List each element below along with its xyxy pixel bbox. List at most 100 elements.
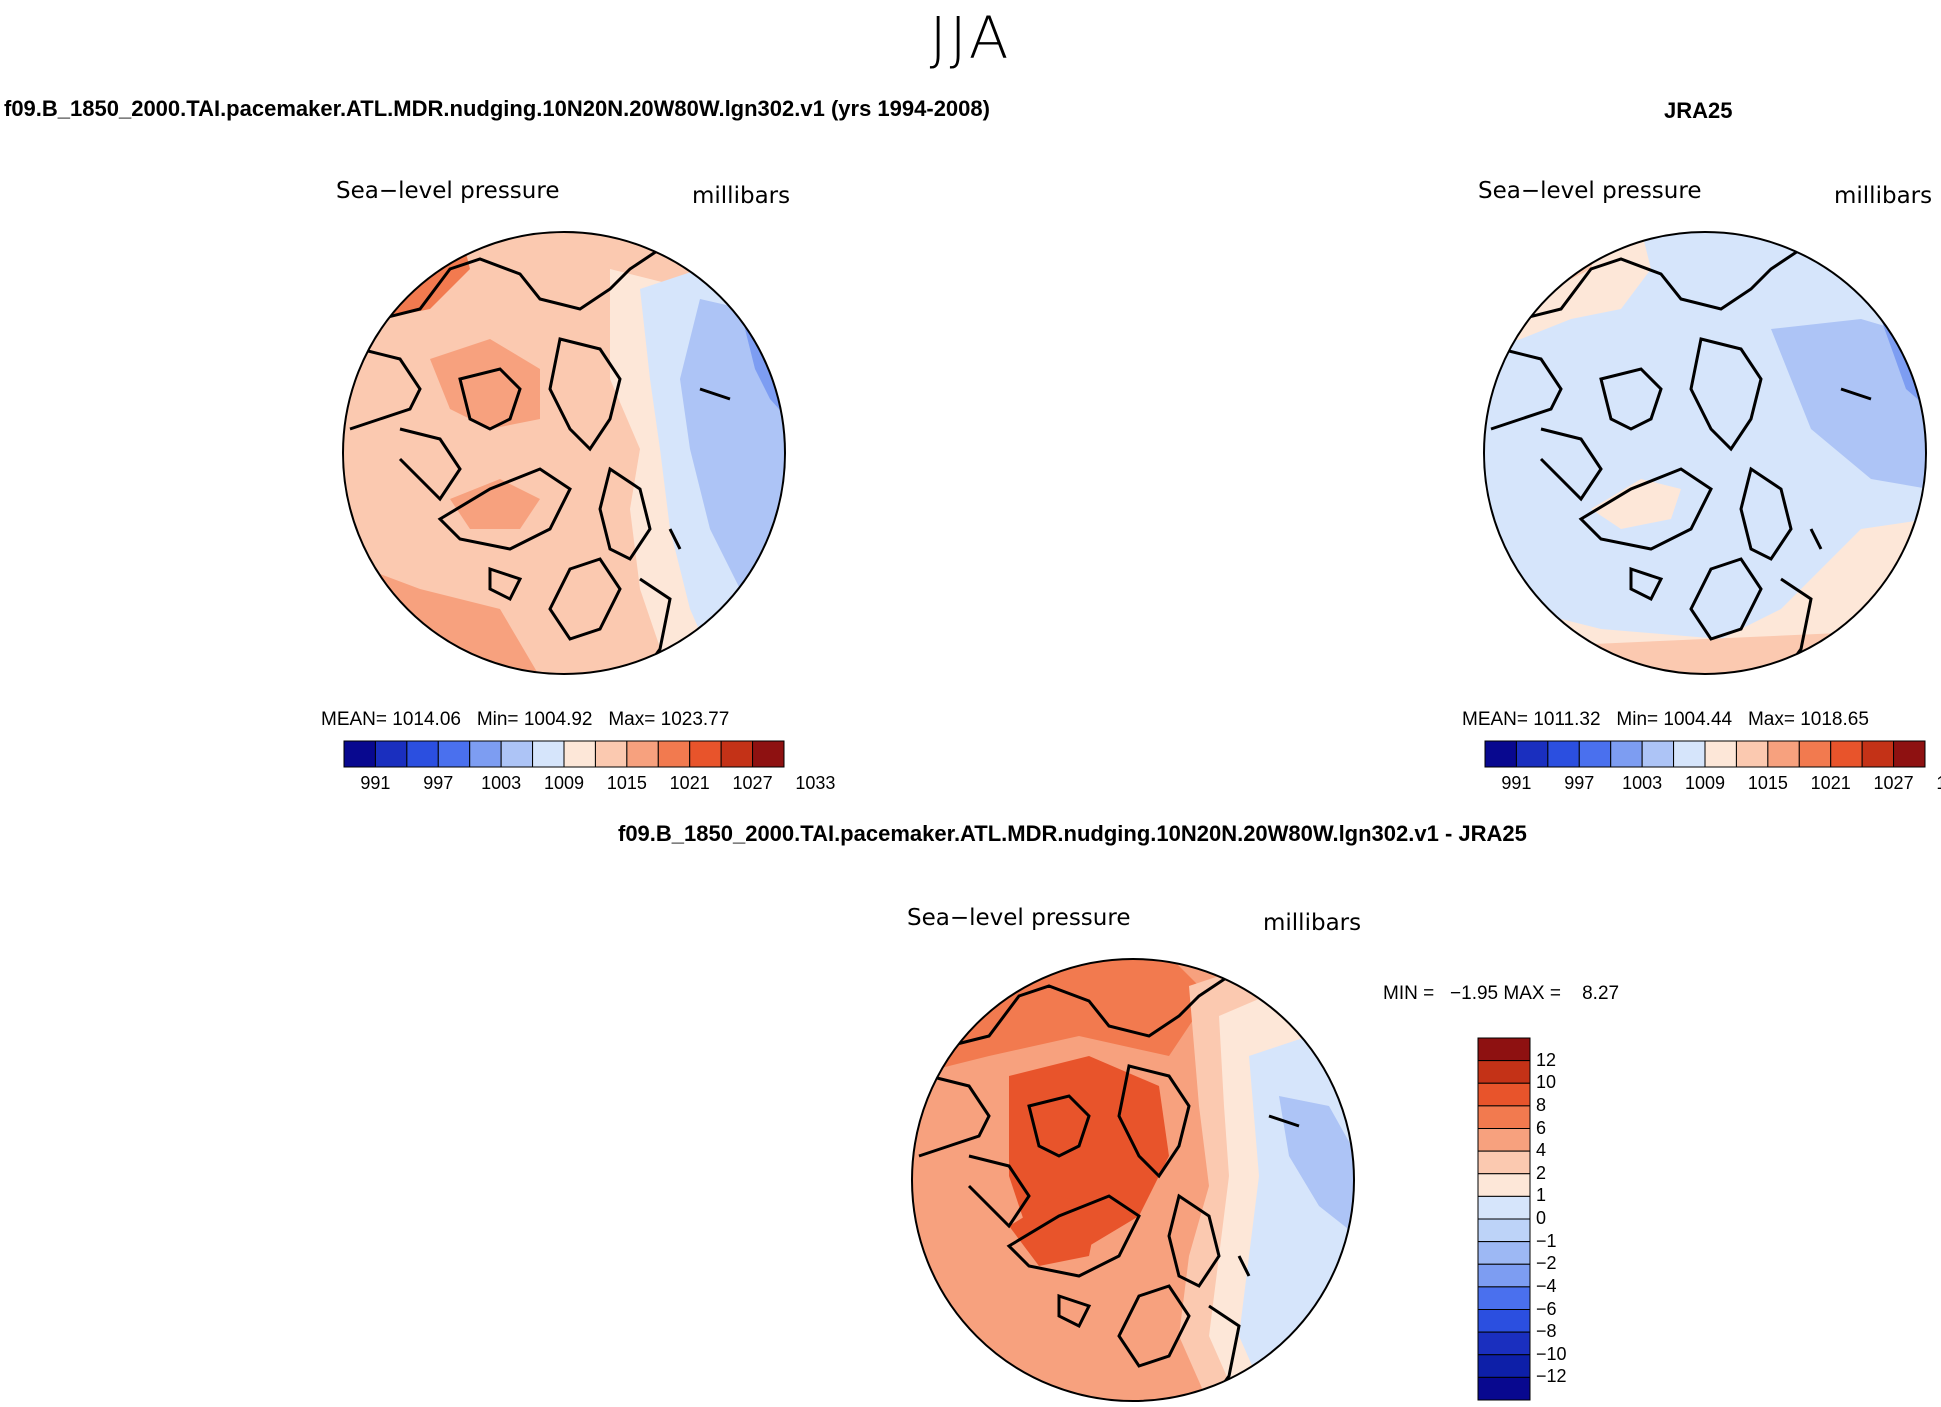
obs-polar-map — [1483, 231, 1927, 675]
model-colorbar-box — [563, 740, 596, 768]
obs-stats: MEAN= 1011.32 Min= 1004.44 Max= 1018.65 — [1462, 709, 1869, 731]
obs-colorbar-box — [1704, 740, 1737, 768]
diff-coastline — [918, 974, 1300, 1401]
diff-colorbar-box — [1477, 1286, 1531, 1310]
model-field-high-greenland — [450, 479, 540, 529]
model-colorbar-box — [406, 740, 439, 768]
model-colorbar-label: 1009 — [543, 773, 585, 793]
model-mean-value: 1014.06 — [392, 709, 461, 730]
diff-colorbar-box — [1477, 1218, 1531, 1243]
obs-colorbar-label: 1015 — [1747, 773, 1788, 793]
obs-min-value: 1004.44 — [1663, 709, 1733, 730]
obs-colorbar-box — [1767, 740, 1800, 768]
diff-colorbar-box — [1477, 1331, 1531, 1356]
diff-colorbar-box — [1477, 1195, 1531, 1220]
diff-colorbar-label: 10 — [1536, 1072, 1557, 1093]
obs-max-value: 1018.65 — [1800, 709, 1869, 730]
model-colorbar-box — [720, 740, 754, 768]
model-polar-map — [342, 231, 786, 675]
model-stats: MEAN= 1014.06 Min= 1004.92 Max= 1023.77 — [321, 709, 729, 731]
obs-mean-value: 1011.32 — [1533, 709, 1601, 730]
model-colorbar-box — [469, 740, 502, 768]
model-colorbar — [343, 740, 785, 768]
model-colorbar-label: 1027 — [732, 773, 773, 793]
model-max-label: Max= — [608, 709, 656, 730]
obs-colorbar-label: 991 — [1501, 773, 1532, 793]
model-colorbar-box — [500, 740, 534, 768]
obs-colorbar-label: 997 — [1564, 773, 1595, 793]
model-case-title: f09.B_1850_2000.TAI.pacemaker.ATL.MDR.nu… — [4, 96, 990, 121]
model-units-label: millibars — [692, 183, 791, 209]
model-colorbar-labels: 991 997 1003 1009 1015 1021 1027 1033 — [344, 773, 835, 797]
obs-colorbar-box — [1673, 740, 1706, 768]
model-field-high — [430, 339, 540, 429]
diff-field-neg2 — [1279, 1096, 1354, 1236]
diff-colorbar-label: −1 — [1536, 1230, 1557, 1251]
model-min-value: 1004.92 — [523, 709, 593, 730]
model-colorbar-box — [374, 740, 408, 768]
diff-colorbar-box — [1477, 1060, 1531, 1084]
model-min-label: Min= — [476, 709, 519, 730]
obs-max-label: Max= — [1747, 709, 1795, 730]
model-colorbar-box — [343, 740, 376, 768]
diff-colorbar-box — [1477, 1150, 1531, 1175]
model-colorbar-box — [532, 740, 565, 768]
diff-colorbar-label: 0 — [1536, 1208, 1547, 1228]
diff-colorbar-label: 1 — [1536, 1185, 1547, 1206]
obs-mean-label: MEAN= — [1462, 709, 1528, 730]
model-mean-label: MEAN= — [321, 709, 387, 730]
obs-field-blue-mid — [1771, 319, 1926, 489]
diff-colorbar — [1477, 1037, 1531, 1401]
diff-max-value: 8.27 — [1582, 983, 1620, 1004]
diff-map-border — [911, 958, 1355, 1402]
obs-case-title: JRA25 — [1664, 98, 1733, 123]
model-field-blue-mid — [680, 299, 785, 629]
obs-colorbar-box — [1861, 740, 1895, 768]
diff-colorbar-label: −4 — [1536, 1275, 1557, 1296]
diff-colorbar-label: 4 — [1536, 1140, 1547, 1161]
obs-units-label: millibars — [1834, 183, 1933, 209]
diff-min-label: MIN = — [1383, 983, 1435, 1004]
obs-colorbar-label: 1027 — [1873, 773, 1914, 793]
diff-field-core — [1009, 1056, 1169, 1246]
diff-colorbar-box — [1477, 1037, 1531, 1062]
diff-colorbar-label: 6 — [1536, 1117, 1547, 1138]
model-colorbar-label: 997 — [423, 773, 454, 793]
diff-colorbar-box — [1477, 1082, 1531, 1107]
obs-colorbar — [1484, 740, 1926, 768]
diff-colorbar-label: −6 — [1536, 1298, 1557, 1319]
obs-colorbar-box — [1830, 740, 1863, 768]
diff-colorbar-box — [1477, 1376, 1531, 1401]
obs-colorbar-label: 1033 — [1926, 773, 1941, 794]
diff-colorbar-label: 12 — [1536, 1049, 1557, 1070]
diff-colorbar-box — [1477, 1241, 1531, 1265]
obs-colorbar-box — [1735, 740, 1769, 768]
diff-colorbar-label: −10 — [1536, 1343, 1567, 1364]
diff-colorbar-box — [1477, 1173, 1531, 1197]
diff-polar-map — [911, 958, 1355, 1402]
diff-case-title: f09.B_1850_2000.TAI.pacemaker.ATL.MDR.nu… — [618, 821, 1527, 846]
model-variable-label: Sea−level pressure — [336, 178, 560, 204]
diff-units-label: millibars — [1263, 910, 1362, 936]
diff-field-core-greenland — [1009, 1196, 1099, 1266]
obs-colorbar-box — [1547, 740, 1580, 768]
diff-colorbar-label: 8 — [1536, 1094, 1547, 1115]
diff-min-value: −1.95 — [1450, 983, 1499, 1004]
model-colorbar-box — [626, 740, 659, 768]
diff-colorbar-label: 2 — [1536, 1162, 1547, 1183]
obs-colorbar-box — [1578, 740, 1612, 768]
obs-colorbar-label: 1021 — [1810, 773, 1851, 793]
model-colorbar-label: 1003 — [481, 773, 522, 793]
diff-variable-label: Sea−level pressure — [907, 905, 1131, 931]
model-colorbar-box — [657, 740, 691, 768]
diff-minmax: MIN = −1.95 MAX = 8.27 — [1383, 983, 1619, 1005]
diff-colorbar-box — [1477, 1354, 1531, 1378]
diff-colorbar-label: −8 — [1536, 1321, 1557, 1342]
model-colorbar-box — [752, 740, 785, 768]
model-coastline — [349, 247, 731, 674]
model-colorbar-label: 1015 — [606, 773, 647, 793]
model-colorbar-label: 1021 — [669, 773, 710, 793]
obs-colorbar-labels: 991 997 1003 1009 1015 1021 1027 1033 — [1485, 773, 1941, 797]
figure-title: JJA — [929, 4, 1012, 72]
obs-colorbar-box — [1893, 740, 1926, 768]
